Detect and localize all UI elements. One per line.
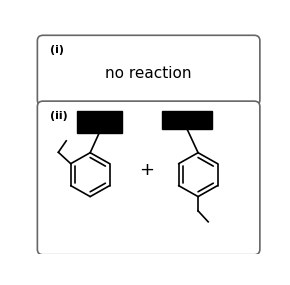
Bar bbox=[77, 111, 122, 133]
FancyBboxPatch shape bbox=[37, 35, 260, 105]
Text: +: + bbox=[139, 161, 154, 179]
Bar bbox=[162, 111, 212, 129]
Text: no reaction: no reaction bbox=[105, 66, 192, 81]
Text: (i): (i) bbox=[50, 45, 64, 55]
FancyBboxPatch shape bbox=[37, 101, 260, 255]
Text: (ii): (ii) bbox=[50, 111, 68, 121]
